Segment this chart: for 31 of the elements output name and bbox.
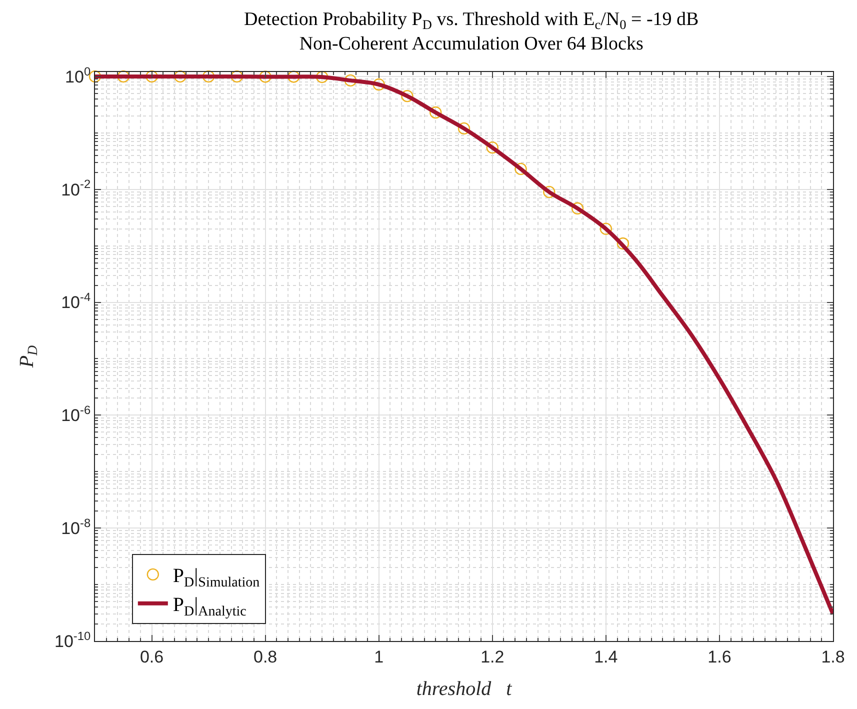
legend-label: P$_{D}$|$_{Simulation}$ [172,565,260,590]
point [600,222,612,235]
point [88,70,102,83]
point [458,122,470,135]
point [514,162,527,176]
point [372,78,385,91]
point [430,106,442,119]
legend-label: P$_{D}$|$_{Analytic}$ [172,594,246,620]
y-tick-label: 10$^{-6}$ [61,403,91,426]
y-tick-label: 10$^{0}$ [65,64,91,86]
y-tick-label: 10$^{-2}$ [61,177,91,200]
chart-subtitle: Non-Coherent Accumulation Over 64 Blocks [299,34,644,55]
chart-title: Detection Probability P$_{D}$ vs. Threshold with E$_{c}$/N$_{0}$ = -19 dB [244,8,699,32]
point [616,237,630,250]
point [486,141,498,154]
point [571,202,584,215]
point [316,70,328,84]
x-tick-label: 0.8 [253,647,278,666]
x-tick-label: 1.4 [594,647,618,666]
y-tick-label: 10$^{-4}$ [61,290,91,312]
x-axis-title: threshold t [416,678,512,700]
x-tick-label: 1.8 [821,647,845,666]
y-tick-label: 10$^{-10}$ [54,628,91,651]
x-tick-label: 0.6 [140,647,164,666]
y-tick-label: 10$^{-8}$ [61,516,91,538]
point [543,186,556,198]
x-tick-label: 1 [374,647,384,666]
x-tick-label: 1.6 [708,647,732,666]
point [344,74,357,87]
point [401,90,414,102]
x-tick-label: 1.2 [480,647,504,666]
